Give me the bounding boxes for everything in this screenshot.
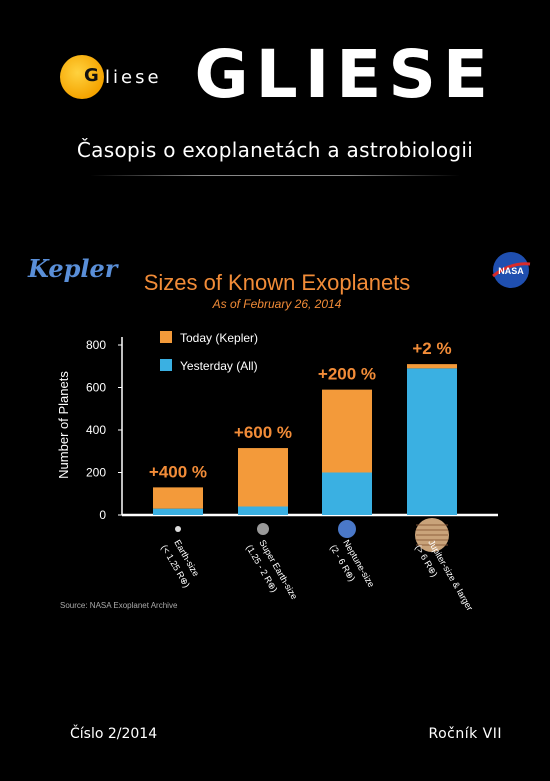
legend-swatch-today bbox=[160, 331, 172, 343]
y-tick-label: 600 bbox=[86, 381, 106, 395]
magazine-subtitle: Časopis o exoplanetách a astrobiologii bbox=[76, 138, 474, 162]
exoplanet-chart: Kepler NASA Sizes of Known Exoplanets As… bbox=[27, 252, 531, 612]
y-tick-label: 0 bbox=[99, 508, 106, 522]
y-tick-label: 400 bbox=[86, 423, 106, 437]
bar-annotation-3: +200 % bbox=[318, 365, 376, 384]
y-tick-label: 200 bbox=[86, 466, 106, 480]
volume-number: Ročník VII bbox=[428, 726, 502, 742]
gliese-logo: G liese bbox=[60, 55, 240, 105]
y-tick-label: 800 bbox=[86, 338, 106, 352]
nasa-logo: NASA bbox=[492, 252, 531, 288]
bar-yesterday-1 bbox=[153, 508, 203, 515]
bar-today-3 bbox=[322, 389, 372, 473]
neptune-icon bbox=[338, 520, 356, 538]
bar-annotation-4: +2 % bbox=[412, 339, 451, 358]
logo-circle bbox=[60, 55, 104, 99]
chart-subtitle: As of February 26, 2014 bbox=[212, 297, 342, 311]
legend-label-today: Today (Kepler) bbox=[180, 331, 258, 345]
bar-today-2 bbox=[238, 448, 288, 507]
bar-today-4 bbox=[407, 364, 457, 369]
source-note: Source: NASA Exoplanet Archive bbox=[60, 601, 178, 610]
bar-yesterday-4 bbox=[407, 368, 457, 515]
magazine-title: GLIESE bbox=[194, 36, 495, 113]
legend-label-yesterday: Yesterday (All) bbox=[180, 359, 258, 373]
bar-yesterday-3 bbox=[322, 472, 372, 515]
legend-swatch-yesterday bbox=[160, 359, 172, 371]
bar-annotation-1: +400 % bbox=[149, 462, 207, 481]
nasa-logo-text: NASA bbox=[498, 266, 524, 276]
y-axis-label: Number of Planets bbox=[56, 371, 71, 479]
logo-text: liese bbox=[105, 67, 162, 88]
earth-icon bbox=[175, 526, 181, 532]
issue-number: Číslo 2/2014 bbox=[70, 726, 158, 742]
divider bbox=[90, 175, 460, 176]
logo-letter: G bbox=[84, 65, 100, 86]
bar-today-1 bbox=[153, 487, 203, 509]
kepler-logo: Kepler bbox=[27, 254, 120, 283]
chart-container: Kepler NASA Sizes of Known Exoplanets As… bbox=[0, 240, 550, 630]
super-earth-icon bbox=[257, 523, 269, 535]
legend: Today (Kepler) Yesterday (All) bbox=[160, 331, 258, 373]
bar-annotation-2: +600 % bbox=[234, 423, 292, 442]
chart-title: Sizes of Known Exoplanets bbox=[144, 270, 411, 295]
bar-yesterday-2 bbox=[238, 506, 288, 515]
